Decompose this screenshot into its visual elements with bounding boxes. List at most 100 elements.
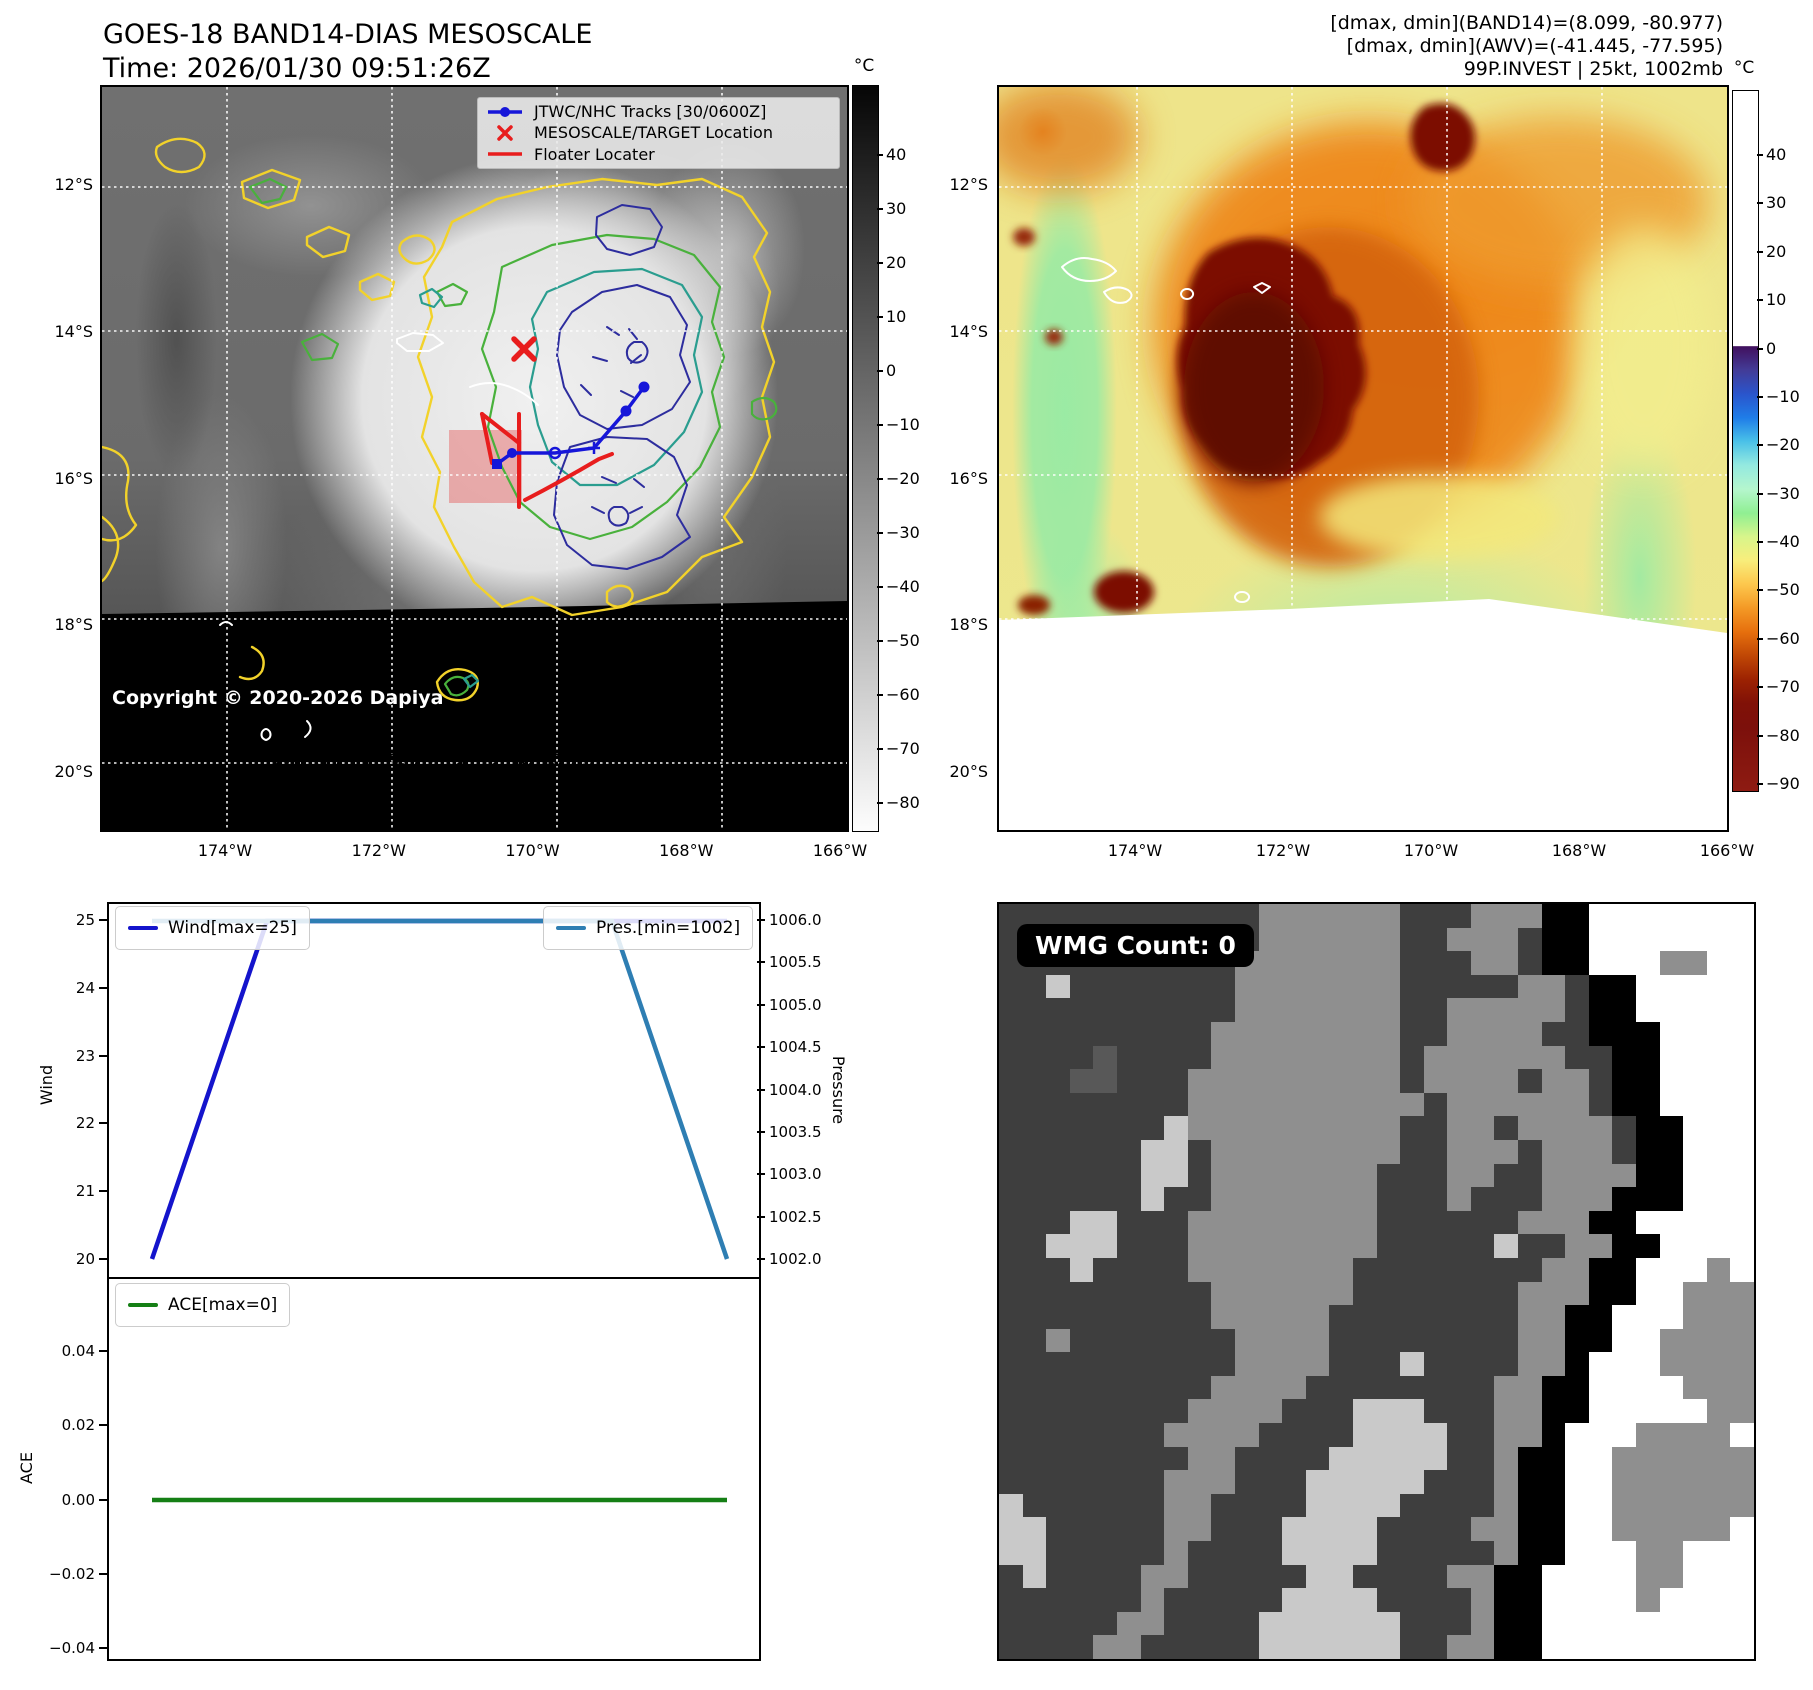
wmg-cell <box>1659 1446 1684 1471</box>
wmg-cell <box>1518 1092 1542 1117</box>
wmg-cell <box>1046 1234 1070 1258</box>
wmg-cell <box>1447 1116 1471 1140</box>
wmg-cell <box>1352 1588 1377 1612</box>
wmg-cell <box>1565 1588 1589 1612</box>
wmg-cell <box>1352 1635 1377 1659</box>
wmg-cell <box>1376 1588 1401 1612</box>
wmg-cell <box>1352 1021 1377 1046</box>
wmg-cell <box>1069 1375 1094 1400</box>
wmg-cell <box>1730 1375 1754 1400</box>
wmg-cell <box>1518 1210 1542 1235</box>
wmg-cell <box>1234 1399 1259 1424</box>
wmg-cell <box>1069 1045 1094 1070</box>
wmg-cell <box>1470 1281 1495 1306</box>
wmg-cell <box>1305 1210 1330 1235</box>
wmg-cell <box>1612 1470 1637 1494</box>
wmg-cell <box>1234 904 1259 928</box>
wmg-cell <box>1022 1257 1047 1282</box>
wmg-cell <box>1541 927 1566 952</box>
wmg-cell <box>999 1139 1023 1164</box>
wmg-cell <box>1612 1517 1637 1542</box>
wmg-cell <box>1140 974 1165 999</box>
wmg-cell <box>1376 1517 1401 1542</box>
wmg-cell <box>1022 1163 1047 1188</box>
wmg-cell <box>1352 1470 1377 1494</box>
wmg-cell <box>1706 1069 1731 1093</box>
wmg-cell <box>1541 1588 1566 1612</box>
wmg-cell <box>1093 1210 1117 1235</box>
wmg-cell <box>1423 1493 1448 1518</box>
wmg-cell <box>1565 1564 1589 1589</box>
wmg-cell <box>1022 1635 1047 1659</box>
wmg-cell <box>1329 974 1353 999</box>
wmg-cell <box>1612 904 1637 928</box>
wmg-cell <box>1140 1234 1165 1258</box>
tick-label: 174°W <box>197 841 253 860</box>
wmg-cell <box>1636 904 1660 928</box>
map-right-lat-axis: 12°S 14°S 16°S 18°S 20°S <box>930 174 988 783</box>
wmg-cell <box>1140 1021 1165 1046</box>
tick-label: 12°S <box>54 175 93 194</box>
wmg-cell <box>1305 1116 1330 1140</box>
wmg-cell <box>1706 1375 1731 1400</box>
wmg-cell <box>1282 951 1306 975</box>
wmg-cell <box>999 1187 1023 1211</box>
wmg-cell <box>1659 1375 1684 1400</box>
wmg-cell <box>1282 1163 1306 1188</box>
wmg-cell <box>1258 1092 1283 1117</box>
wmg-cell <box>1187 1163 1212 1188</box>
wmg-cell <box>1329 1328 1353 1353</box>
wmg-cell <box>1683 1187 1707 1211</box>
wmg-cell <box>1376 1375 1401 1400</box>
pressure-axis-ticks: 1006.0 1005.5 1005.0 1004.5 1004.0 1003.5 1003… <box>757 909 831 1270</box>
wmg-cell <box>1046 1257 1070 1282</box>
wmg-cell <box>1140 1588 1165 1612</box>
wmg-cell <box>1470 1493 1495 1518</box>
wmg-cell <box>1164 1375 1188 1400</box>
wmg-cell <box>1470 1257 1495 1282</box>
wmg-cell <box>999 1446 1023 1471</box>
wmg-cell <box>1730 1234 1754 1258</box>
wmg-cell <box>1636 1470 1660 1494</box>
wmg-cell <box>1046 1069 1070 1093</box>
wmg-cell <box>1447 1021 1471 1046</box>
ace-axis-label: ACE <box>17 1452 36 1484</box>
map-right-lon-axis: 174°W 172°W 170°W 168°W 166°W <box>1075 840 1787 864</box>
tick-label: 25 <box>40 909 107 931</box>
wmg-cell <box>1352 1069 1377 1093</box>
wmg-cell <box>1376 1399 1401 1424</box>
wmg-cell <box>1093 1163 1117 1188</box>
wmg-cell <box>1258 1611 1283 1636</box>
wmg-cell <box>1565 1092 1589 1117</box>
wmg-cell <box>1730 927 1754 952</box>
map-legend: JTWC/NHC Tracks [30/0600Z] MESOSCALE/TAR… <box>477 97 840 169</box>
wmg-cell <box>999 1021 1023 1046</box>
wmg-cell <box>1164 1635 1188 1659</box>
wmg-cell <box>1329 1116 1353 1140</box>
wmg-cell <box>1211 1210 1235 1235</box>
wmg-cell <box>1470 927 1495 952</box>
wmg-cell <box>999 1328 1023 1353</box>
wmg-cell <box>1258 998 1283 1022</box>
tick-label: 1004.0 <box>757 1079 831 1101</box>
wmg-cell <box>1494 1257 1519 1282</box>
colorbar-right <box>1732 90 1759 792</box>
wmg-cell <box>1612 1635 1637 1659</box>
wmg-cell <box>1211 1234 1235 1258</box>
wmg-cell <box>1683 951 1707 975</box>
wmg-cell <box>1447 1328 1471 1353</box>
legend-item-target: MESOSCALE/TARGET Location <box>486 123 831 142</box>
wmg-cell <box>1447 1352 1471 1376</box>
wmg-cell <box>1234 1423 1259 1447</box>
wmg-cell <box>1305 927 1330 952</box>
wmg-cell <box>1140 1139 1165 1164</box>
wmg-cell <box>1234 974 1259 999</box>
wmg-cell <box>1352 1517 1377 1542</box>
wmg-cell <box>1022 974 1047 999</box>
wmg-cell <box>1730 1187 1754 1211</box>
wmg-cell <box>1518 1352 1542 1376</box>
wmg-cell <box>1636 927 1660 952</box>
wmg-cell <box>1636 1281 1660 1306</box>
wmg-cell <box>1211 974 1235 999</box>
tick-label: 166°W <box>812 841 868 860</box>
